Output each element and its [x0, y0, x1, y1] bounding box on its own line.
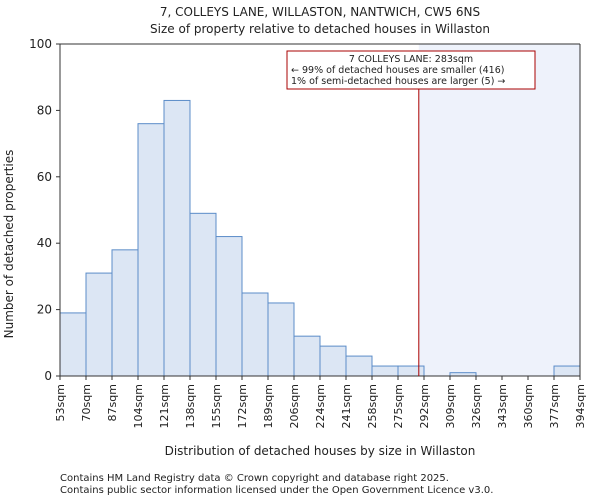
x-tick-label-377sqm: 377sqm [548, 384, 561, 428]
y-tick-label-80: 80 [37, 103, 52, 117]
bars-group [59, 99, 581, 377]
x-tick-label-224sqm: 224sqm [314, 384, 327, 428]
y-axis-label: Number of detached properties [2, 150, 16, 339]
annotation-border [286, 50, 536, 90]
bar-224sqm [319, 345, 347, 377]
x-tick-label-241sqm: 241sqm [340, 384, 353, 428]
bar-104sqm [137, 123, 165, 377]
annotation-line-2: ← 99% of detached houses are smaller (41… [291, 65, 504, 76]
bar-206sqm [293, 335, 321, 377]
x-tick-label-292sqm: 292sqm [418, 384, 431, 428]
y-tick-label-40: 40 [37, 236, 52, 250]
bar-121sqm [163, 99, 191, 377]
annotation-box: 7 COLLEYS LANE: 283sqm ← 99% of detached… [286, 50, 536, 90]
x-axis-label: Distribution of detached houses by size … [165, 444, 476, 458]
y-tick-label-0: 0 [44, 369, 52, 383]
x-tick-label-275sqm: 275sqm [392, 384, 405, 428]
x-tick-label-309sqm: 309sqm [444, 384, 457, 428]
x-tick-label-360sqm: 360sqm [522, 384, 535, 428]
x-axis: 53sqm 70sqm 87sqm 104sqm 121sqm 138sqm 155sqm 1… [54, 376, 587, 428]
y-axis: 0 20 40 60 80 100 [29, 37, 60, 383]
x-tick-label-326sqm: 326sqm [470, 384, 483, 428]
x-tick-label-104sqm: 104sqm [132, 384, 145, 428]
x-tick-label-189sqm: 189sqm [262, 384, 275, 428]
x-tick-label-87sqm: 87sqm [106, 384, 119, 421]
x-tick-label-258sqm: 258sqm [366, 384, 379, 428]
bar-138sqm [189, 212, 217, 377]
bar-189sqm [267, 302, 295, 377]
bar-70sqm [85, 272, 113, 377]
x-tick-label-343sqm: 343sqm [496, 384, 509, 428]
x-tick-label-394sqm: 394sqm [574, 384, 587, 428]
bar-53sqm [59, 312, 87, 377]
bar-172sqm [241, 292, 269, 377]
y-tick-label-100: 100 [29, 37, 52, 51]
footer-line-1: Contains HM Land Registry data © Crown c… [60, 473, 449, 484]
x-tick-label-121sqm: 121sqm [158, 384, 171, 428]
x-tick-label-70sqm: 70sqm [80, 384, 93, 421]
annotation-line-1: 7 COLLEYS LANE: 283sqm [349, 54, 473, 65]
x-tick-label-155sqm: 155sqm [210, 384, 223, 428]
bar-258sqm [371, 365, 399, 377]
x-tick-label-53sqm: 53sqm [54, 384, 67, 421]
bar-241sqm [345, 355, 373, 377]
footer-line-2: Contains public sector information licen… [60, 485, 493, 496]
x-tick-label-138sqm: 138sqm [184, 384, 197, 428]
x-tick-label-206sqm: 206sqm [288, 384, 301, 428]
chart-title: 7, COLLEYS LANE, WILLASTON, NANTWICH, CW… [160, 5, 480, 19]
bar-275sqm [397, 365, 425, 377]
bar-87sqm [111, 249, 139, 377]
y-tick-label-20: 20 [37, 303, 52, 317]
x-tick-label-172sqm: 172sqm [236, 384, 249, 428]
y-tick-label-60: 60 [37, 170, 52, 184]
chart-subtitle: Size of property relative to detached ho… [150, 22, 490, 36]
bar-155sqm [215, 236, 243, 377]
larger-region-shade [418, 44, 580, 376]
annotation-line-3: 1% of semi-detached houses are larger (5… [291, 76, 505, 87]
bar-377sqm [553, 365, 581, 377]
